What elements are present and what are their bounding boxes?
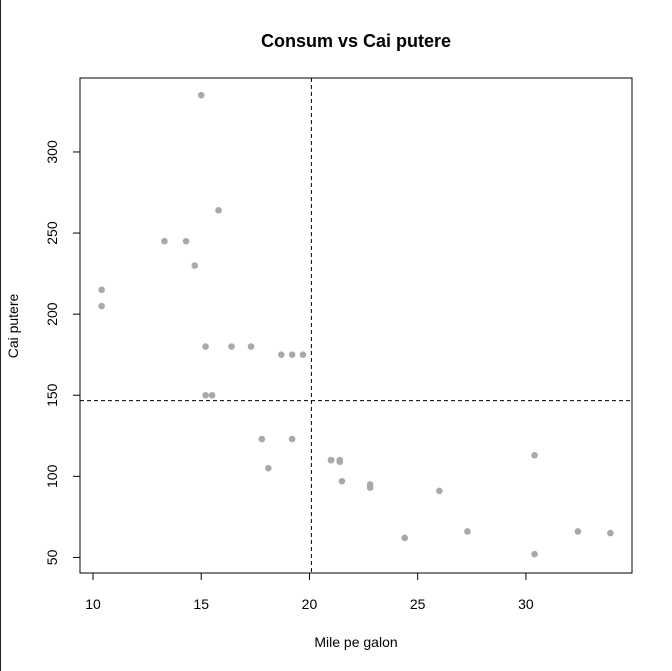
x-tick-label-10: 10 bbox=[85, 596, 101, 612]
data-point-19 bbox=[531, 550, 538, 558]
data-point-23 bbox=[202, 391, 209, 399]
data-point-21 bbox=[338, 477, 346, 485]
y-axis: 50 100 150 200 250 300 bbox=[44, 140, 81, 565]
data-point-12 bbox=[228, 343, 235, 350]
data-point-13 bbox=[247, 343, 255, 350]
plot-frame bbox=[79, 77, 633, 574]
y-tick-label-250: 250 bbox=[44, 221, 60, 245]
data-point-20 bbox=[607, 529, 614, 537]
data-point-17 bbox=[191, 262, 199, 269]
data-point-11 bbox=[258, 435, 266, 443]
data-point-30 bbox=[299, 351, 307, 358]
data-point-15 bbox=[98, 302, 105, 310]
x-tick-label-30: 30 bbox=[518, 596, 534, 612]
data-point-18 bbox=[574, 528, 582, 535]
y-tick-label-300: 300 bbox=[44, 140, 60, 164]
x-axis-label: Mile pe galon bbox=[314, 634, 397, 650]
x-tick-label-25: 25 bbox=[410, 596, 426, 612]
data-point-10 bbox=[288, 435, 296, 443]
window-edge bbox=[0, 0, 1, 671]
data-point-31 bbox=[197, 91, 205, 99]
x-tick-label-15: 15 bbox=[193, 596, 209, 612]
data-point-25 bbox=[288, 351, 296, 358]
data-point-16 bbox=[98, 286, 105, 294]
data-point-7 bbox=[182, 237, 190, 245]
y-axis-label: Cai putere bbox=[5, 293, 21, 358]
y-tick-label-150: 150 bbox=[44, 383, 60, 407]
reference-lines bbox=[80, 78, 632, 573]
data-points bbox=[98, 91, 614, 558]
chart-title: Consum vs Cai putere bbox=[261, 31, 451, 51]
data-point-8 bbox=[401, 534, 409, 542]
data-point-2 bbox=[327, 456, 335, 464]
data-point-14 bbox=[202, 343, 209, 350]
data-point-28 bbox=[531, 451, 538, 459]
y-tick-label-200: 200 bbox=[44, 302, 60, 326]
data-point-29 bbox=[215, 207, 222, 214]
y-tick-label-100: 100 bbox=[44, 464, 60, 488]
data-point-9 bbox=[366, 481, 374, 488]
x-axis: 10 15 20 25 30 bbox=[85, 572, 534, 612]
data-point-5 bbox=[278, 351, 285, 358]
data-point-22 bbox=[208, 391, 216, 399]
x-tick-label-20: 20 bbox=[302, 596, 318, 612]
data-point-6 bbox=[265, 464, 272, 472]
data-point-24 bbox=[161, 237, 168, 245]
data-point-27 bbox=[436, 487, 443, 495]
y-tick-label-50: 50 bbox=[44, 549, 60, 565]
data-point-32 bbox=[336, 458, 344, 466]
data-point-26 bbox=[464, 528, 471, 535]
